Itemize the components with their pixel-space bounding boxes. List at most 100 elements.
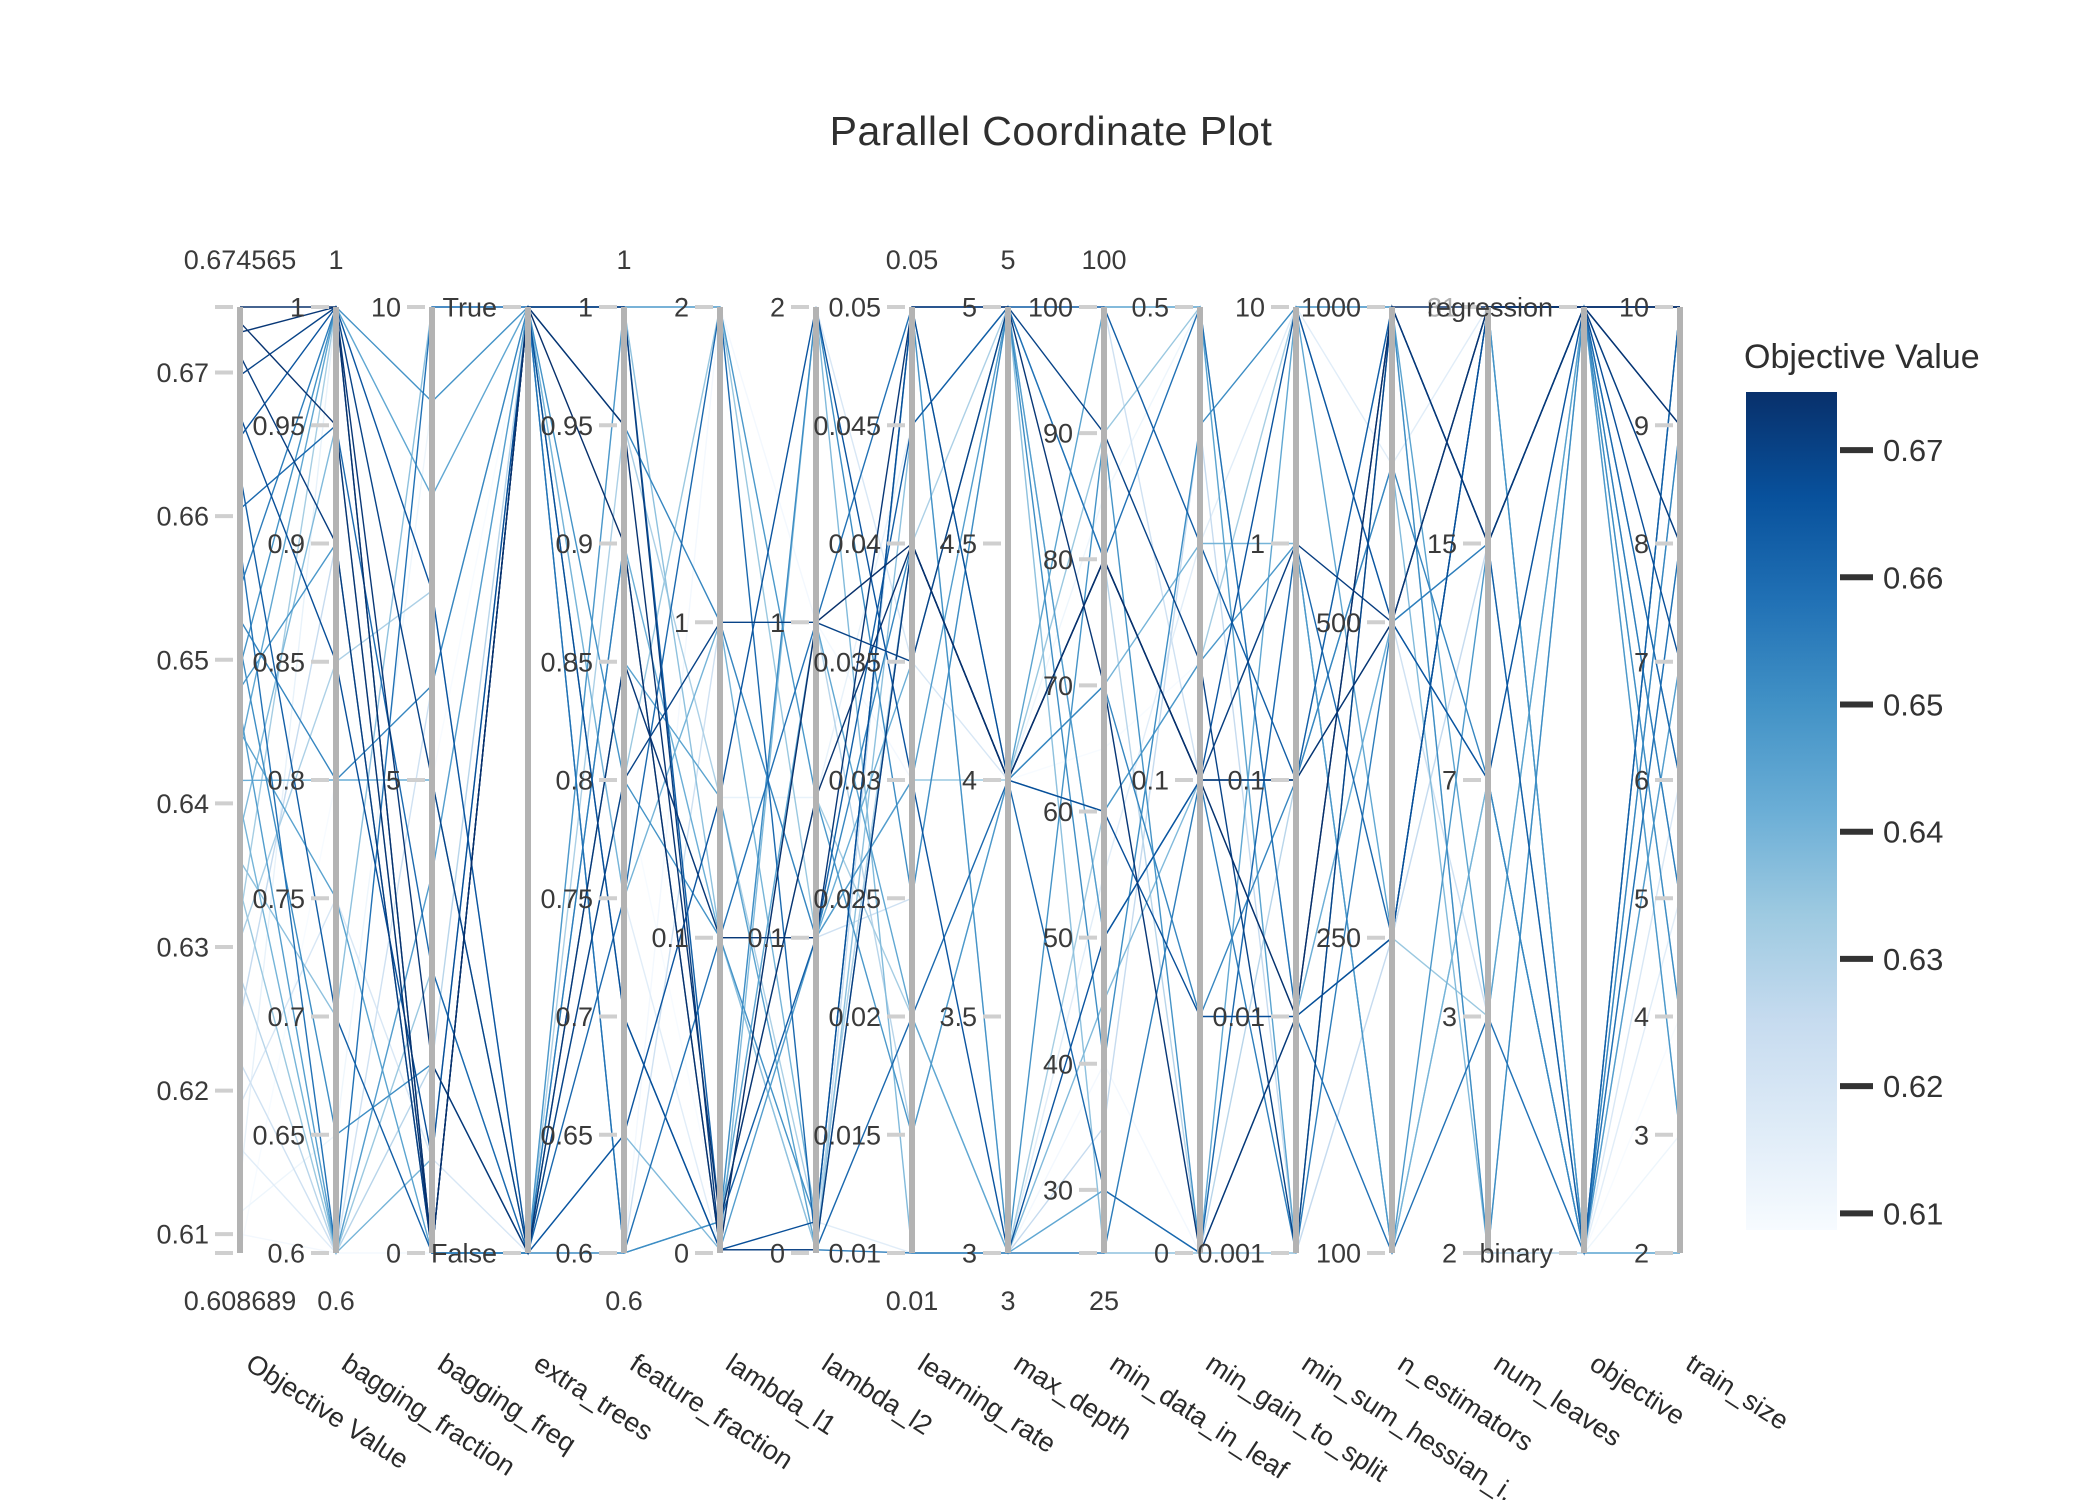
tick-label: 10 (1235, 293, 1265, 323)
tick-label: 1 (578, 293, 593, 323)
tick-label: 80 (1043, 545, 1073, 575)
colorbar-tick-label: 0.61 (1883, 1196, 1943, 1231)
range-max-label: 5 (1000, 245, 1015, 275)
colorbar-tick-label: 0.62 (1883, 1069, 1943, 1104)
range-max-label: 1 (328, 245, 343, 275)
tick-label: 7 (1634, 647, 1649, 677)
tick-label: 0.61 (156, 1220, 209, 1250)
tick-label: 0.9 (267, 529, 305, 559)
tick-label: 10 (371, 293, 401, 323)
tick-label: 0.65 (252, 1120, 305, 1150)
colorbar-tick-label: 0.65 (1883, 687, 1943, 722)
range-max-label: 1 (616, 245, 631, 275)
tick-label: 4 (962, 766, 977, 796)
axes: 0.670.660.650.640.630.620.610.6745650.60… (156, 245, 1794, 1500)
tick-label: 0.03 (828, 766, 881, 796)
tick-label: 2 (1634, 1239, 1649, 1269)
tick-label: 0.045 (813, 411, 881, 441)
range-max-label: 100 (1081, 245, 1126, 275)
trial-line (239, 305, 1681, 1255)
tick-label: 0.025 (813, 884, 881, 914)
tick-label: True (442, 293, 497, 323)
dimension-label[interactable]: bagging_fraction (337, 1348, 521, 1482)
range-min-label: 0.608689 (184, 1286, 297, 1316)
tick-label: 1 (674, 608, 689, 638)
tick-label: 0.63 (156, 932, 209, 962)
colorbar-title: Objective Value (1744, 338, 1980, 376)
tick-label: 4.5 (939, 529, 977, 559)
tick-label: 10 (1619, 293, 1649, 323)
tick-label: 31 (1427, 293, 1457, 323)
colorbar-tick-label: 0.64 (1883, 815, 1943, 850)
trial-line (239, 304, 1681, 1254)
tick-label: 30 (1043, 1175, 1073, 1205)
tick-label: 2 (1442, 1239, 1457, 1269)
tick-label: 500 (1316, 608, 1361, 638)
tick-label: 0.02 (828, 1002, 881, 1032)
tick-label: regression (1427, 293, 1553, 323)
tick-label: 0.85 (540, 647, 593, 677)
tick-label: 2 (770, 293, 785, 323)
dimension-label[interactable]: train_size (1681, 1348, 1794, 1436)
tick-label: 250 (1316, 923, 1361, 953)
tick-label: 0.85 (252, 647, 305, 677)
tick-label: 0.7 (555, 1002, 593, 1032)
tick-label: 0.1 (1131, 766, 1169, 796)
range-min-label: 0.01 (886, 1286, 939, 1316)
tick-label: 0.66 (156, 502, 209, 532)
tick-label: 2 (674, 293, 689, 323)
tick-label: 1 (1250, 529, 1265, 559)
tick-label: 4 (1634, 1002, 1649, 1032)
tick-label: 0.62 (156, 1076, 209, 1106)
tick-label: 70 (1043, 671, 1073, 701)
tick-label: 0.8 (267, 766, 305, 796)
tick-label: 0.05 (828, 293, 881, 323)
tick-label: 3 (1442, 1002, 1457, 1032)
range-min-label: 0.6 (605, 1286, 643, 1316)
tick-label: binary (1479, 1239, 1553, 1269)
tick-label: 0 (1154, 1239, 1169, 1269)
tick-label: 0.64 (156, 789, 209, 819)
tick-label: 0.04 (828, 529, 881, 559)
tick-label: 0.015 (813, 1120, 881, 1150)
tick-label: 0.75 (252, 884, 305, 914)
tick-label: 0.1 (651, 923, 689, 953)
dimension-label[interactable]: feature_fraction (625, 1348, 799, 1475)
tick-label: 1 (770, 608, 785, 638)
tick-label: 0.001 (1197, 1239, 1265, 1269)
tick-label: 0 (386, 1239, 401, 1269)
tick-label: 0.5 (1131, 293, 1169, 323)
axis-learning_rate[interactable]: 0.050.0450.040.0350.030.0250.020.0150.01… (813, 245, 1061, 1459)
tick-label: 3.5 (939, 1002, 977, 1032)
trial-line (239, 304, 1680, 1256)
tick-label: 0.1 (1227, 766, 1265, 796)
dimension-label[interactable]: min_data_in_leaf (1105, 1348, 1294, 1485)
range-min-label: 0.6 (317, 1286, 355, 1316)
tick-label: 100 (1316, 1239, 1361, 1269)
tick-label: 9 (1634, 411, 1649, 441)
tick-label: 7 (1442, 766, 1457, 796)
tick-label: 0.8 (555, 766, 593, 796)
tick-label: 3 (1634, 1120, 1649, 1150)
tick-label: 90 (1043, 419, 1073, 449)
tick-label: 0.95 (540, 411, 593, 441)
trial-line (239, 306, 1681, 1251)
tick-label: 0.95 (252, 411, 305, 441)
range-min-label: 3 (1000, 1286, 1015, 1316)
tick-label: 50 (1043, 923, 1073, 953)
tick-label: 3 (962, 1239, 977, 1269)
tick-label: 0.01 (1212, 1002, 1265, 1032)
tick-label: 0.1 (747, 923, 785, 953)
trial-line (240, 306, 1680, 1254)
range-min-label: 25 (1089, 1286, 1119, 1316)
tick-label: 0.9 (555, 529, 593, 559)
dimension-label[interactable]: Objective Value (241, 1348, 414, 1475)
colorbar-gradient (1746, 392, 1837, 1230)
colorbar-tick-label: 0.63 (1883, 942, 1943, 977)
tick-label: 0.65 (540, 1120, 593, 1150)
range-max-label: 0.674565 (184, 245, 297, 275)
